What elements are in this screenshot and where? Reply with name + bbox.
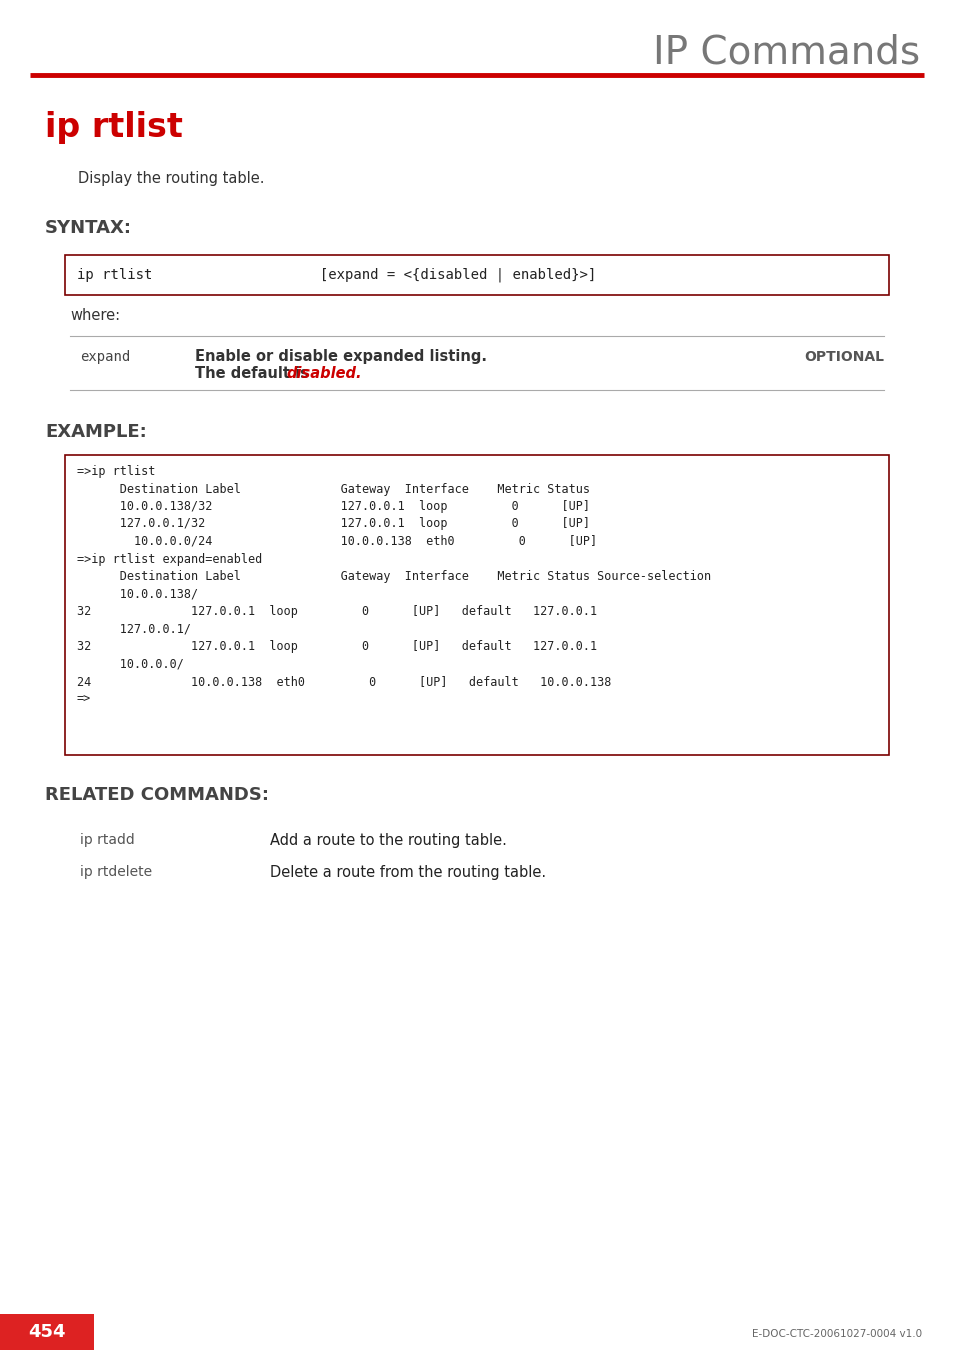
FancyBboxPatch shape	[65, 455, 888, 755]
Text: ip rtadd: ip rtadd	[80, 833, 134, 846]
Text: Enable or disable expanded listing.: Enable or disable expanded listing.	[194, 350, 486, 365]
Text: OPTIONAL: OPTIONAL	[803, 350, 883, 365]
Text: 454: 454	[29, 1323, 66, 1341]
Text: SYNTAX:: SYNTAX:	[45, 219, 132, 238]
Text: E-DOC-CTC-20061027-0004 v1.0: E-DOC-CTC-20061027-0004 v1.0	[751, 1328, 921, 1339]
Text: =>ip rtlist
      Destination Label              Gateway  Interface    Metric St: =>ip rtlist Destination Label Gateway In…	[77, 464, 710, 706]
Text: The default is: The default is	[194, 366, 314, 382]
Text: ip rtdelete: ip rtdelete	[80, 865, 152, 879]
FancyBboxPatch shape	[0, 1314, 94, 1350]
Text: IP Commands: IP Commands	[652, 32, 919, 72]
Text: expand: expand	[80, 350, 131, 365]
Text: RELATED COMMANDS:: RELATED COMMANDS:	[45, 786, 269, 805]
Text: disabled.: disabled.	[286, 366, 361, 382]
Text: Delete a route from the routing table.: Delete a route from the routing table.	[270, 864, 545, 879]
Text: where:: where:	[70, 308, 120, 323]
Text: ip rtlist                    [expand = <{disabled | enabled}>]: ip rtlist [expand = <{disabled | enabled…	[77, 267, 596, 282]
Text: ip rtlist: ip rtlist	[45, 112, 183, 144]
Text: Display the routing table.: Display the routing table.	[78, 170, 264, 185]
Text: Add a route to the routing table.: Add a route to the routing table.	[270, 833, 506, 848]
Text: EXAMPLE:: EXAMPLE:	[45, 423, 147, 441]
FancyBboxPatch shape	[65, 255, 888, 296]
